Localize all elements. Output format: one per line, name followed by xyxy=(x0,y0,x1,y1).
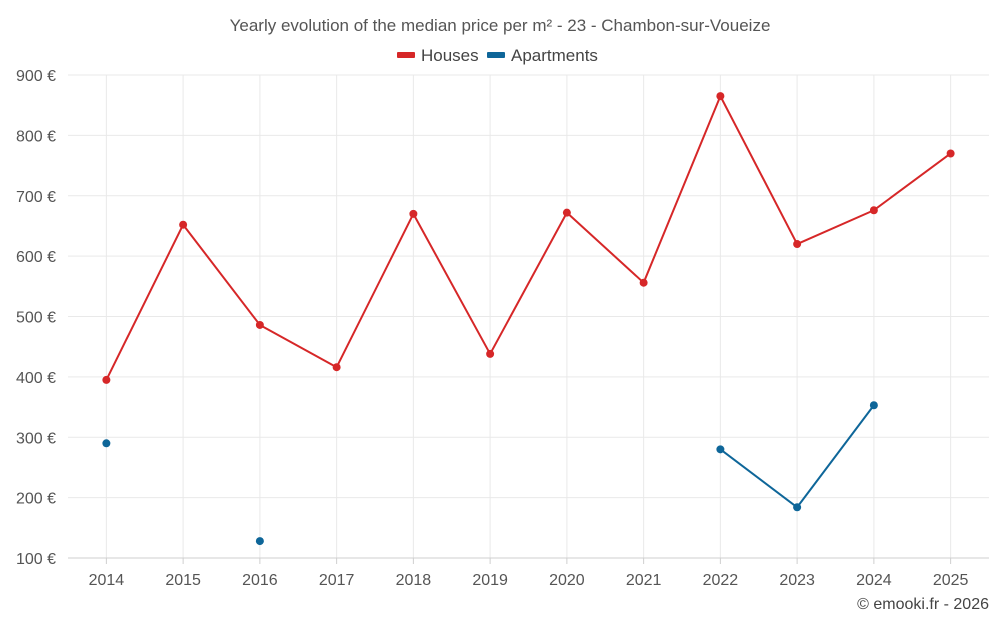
x-tick-label: 2015 xyxy=(165,572,201,589)
data-point-apartments[interactable] xyxy=(793,503,802,512)
series-apartments xyxy=(102,401,878,546)
legend-label: Houses xyxy=(421,46,479,65)
x-tick-label: 2014 xyxy=(89,572,125,589)
legend-label: Apartments xyxy=(511,46,598,65)
x-tick-label: 2017 xyxy=(319,572,355,589)
chart-title: Yearly evolution of the median price per… xyxy=(230,16,771,35)
data-point-apartments[interactable] xyxy=(255,537,264,546)
data-point-houses[interactable] xyxy=(102,375,111,384)
y-tick-label: 600 € xyxy=(16,249,56,266)
data-point-houses[interactable] xyxy=(639,278,648,287)
data-point-houses[interactable] xyxy=(409,209,418,218)
data-point-apartments[interactable] xyxy=(102,439,111,448)
x-axis: 2014 2015 2016 2017 2018 2019 2020 2021 2022 2023… xyxy=(68,557,989,589)
y-tick-label: 500 € xyxy=(16,310,56,327)
x-tick-label: 2024 xyxy=(856,572,892,589)
data-point-houses[interactable] xyxy=(716,92,725,101)
data-point-houses[interactable] xyxy=(255,320,264,329)
legend: Houses Apartments xyxy=(397,46,598,65)
x-tick-label: 2020 xyxy=(549,572,585,589)
series-layer xyxy=(102,92,955,546)
data-point-apartments[interactable] xyxy=(716,445,725,454)
x-tick-label: 2019 xyxy=(472,572,508,589)
credit-text: © emooki.fr - 2026 xyxy=(857,596,989,613)
y-tick-label: 700 € xyxy=(16,189,56,206)
data-point-houses[interactable] xyxy=(179,220,188,229)
y-axis: 100 € 200 € 300 € 400 € 500 € 600 € 700 € 800 €… xyxy=(16,68,56,568)
x-tick-label: 2016 xyxy=(242,572,278,589)
y-tick-label: 200 € xyxy=(16,491,56,508)
series-line-houses xyxy=(105,95,952,381)
legend-swatch xyxy=(487,52,505,58)
legend-swatch xyxy=(397,52,415,58)
y-tick-label: 300 € xyxy=(16,430,56,447)
y-tick-label: 100 € xyxy=(16,551,56,568)
legend-item-apartments[interactable]: Apartments xyxy=(487,46,598,65)
data-point-houses[interactable] xyxy=(946,149,955,158)
x-tick-label: 2018 xyxy=(396,572,432,589)
data-point-houses[interactable] xyxy=(869,206,878,215)
x-tick-label: 2023 xyxy=(779,572,815,589)
y-tick-label: 400 € xyxy=(16,370,56,387)
x-tick-label: 2021 xyxy=(626,572,662,589)
grid xyxy=(68,74,989,558)
x-tick-label: 2022 xyxy=(703,572,739,589)
data-point-houses[interactable] xyxy=(332,363,341,372)
data-point-houses[interactable] xyxy=(793,240,802,249)
data-point-houses[interactable] xyxy=(562,208,571,217)
data-point-houses[interactable] xyxy=(486,349,495,358)
legend-item-houses[interactable]: Houses xyxy=(397,46,479,65)
x-tick-label: 2025 xyxy=(933,572,969,589)
y-tick-label: 900 € xyxy=(16,68,56,85)
y-tick-label: 800 € xyxy=(16,128,56,145)
data-point-apartments[interactable] xyxy=(869,401,878,410)
series-houses xyxy=(102,92,955,384)
